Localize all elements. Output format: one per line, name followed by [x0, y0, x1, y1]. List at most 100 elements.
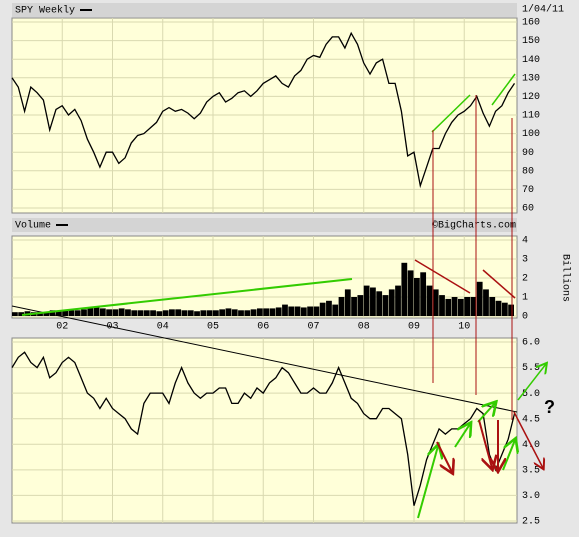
- volume-bar: [363, 285, 370, 316]
- volume-bar: [495, 300, 502, 316]
- volume-bar: [256, 308, 263, 316]
- volume-bar: [263, 308, 270, 316]
- volume-bar: [451, 297, 458, 316]
- y-tick-label: 4: [522, 236, 528, 247]
- y-tick-label: 80: [522, 166, 534, 177]
- series-name: Volume: [15, 220, 51, 232]
- volume-bar: [175, 309, 182, 316]
- volume-bar: [344, 289, 351, 316]
- arrow: [454, 424, 470, 448]
- volume-bar: [18, 312, 25, 316]
- volume-bar: [187, 310, 194, 316]
- trend-line: [491, 73, 516, 106]
- volume-bar: [225, 308, 232, 316]
- volume-bar: [269, 308, 276, 316]
- volume-bar: [288, 306, 295, 316]
- volume-bar: [137, 310, 144, 316]
- volume-bar: [432, 289, 439, 316]
- y-tick-label: 110: [522, 111, 540, 122]
- trend-line: [482, 269, 516, 299]
- volume-bar: [219, 309, 226, 316]
- x-tick-label: 02: [56, 322, 68, 333]
- y-tick-label: 60: [522, 204, 534, 215]
- source-label: ©BigCharts.com: [432, 220, 516, 232]
- y-tick-label: 0: [522, 312, 528, 323]
- volume-bar: [244, 310, 251, 316]
- volume-bar: [37, 312, 43, 316]
- volume-bar: [294, 306, 301, 316]
- volume-bar: [420, 272, 427, 316]
- y-tick-label: 2.5: [522, 517, 540, 528]
- volume-bar: [125, 309, 131, 316]
- y-tick-label: 3: [522, 255, 528, 266]
- volume-bar: [457, 298, 464, 316]
- y-tick-label: 3.0: [522, 491, 540, 502]
- y-tick-label: 90: [522, 148, 534, 159]
- volume-bar: [508, 304, 514, 316]
- y-tick-label: 5.5: [522, 363, 540, 374]
- volume-bar: [313, 306, 320, 316]
- x-tick-label: 06: [257, 322, 269, 333]
- volume-bar: [382, 295, 389, 316]
- date-label: 1/04/11: [522, 4, 564, 16]
- volume-bar: [307, 306, 313, 316]
- volume-bar: [74, 310, 81, 316]
- arrow: [477, 403, 495, 423]
- volume-bar: [388, 289, 395, 316]
- y-axis-label: Billions: [559, 254, 571, 302]
- annotations: [11, 73, 546, 519]
- volume-bar: [338, 297, 345, 316]
- y-tick-label: 4.5: [522, 414, 540, 425]
- volume-bar: [200, 310, 207, 316]
- volume-bar: [118, 308, 125, 316]
- volume-bar: [413, 278, 420, 316]
- series-name: SPY Weekly: [15, 5, 75, 17]
- volume-bar: [162, 310, 169, 316]
- volume-bar: [169, 309, 175, 316]
- annotation: ?: [544, 397, 555, 417]
- arrow: [478, 419, 492, 468]
- volume-bar: [150, 310, 156, 316]
- volume-bar: [49, 310, 56, 316]
- volume-bar: [181, 310, 188, 316]
- volume-bar: [407, 270, 414, 316]
- volume-bar: [370, 287, 376, 316]
- trend-line: [11, 305, 518, 413]
- volume-bar: [326, 300, 332, 316]
- volume-bar: [401, 262, 408, 316]
- volume-bar: [357, 295, 364, 316]
- x-tick-label: 05: [207, 322, 219, 333]
- volume-bar: [156, 311, 163, 316]
- x-tick-label: 04: [157, 322, 169, 333]
- volume-bar: [43, 312, 50, 316]
- volume-bar: [445, 298, 452, 316]
- y-tick-label: 150: [522, 36, 540, 47]
- y-tick-label: 140: [522, 55, 540, 66]
- arrow: [417, 446, 438, 519]
- volume-bar: [143, 310, 150, 316]
- y-tick-label: 1: [522, 293, 528, 304]
- volume-bar: [282, 304, 288, 316]
- price-line: [11, 31, 516, 189]
- panels: 60 70 80 90 100 110 120 130 140 150 160 0 1 2 3 4 2.5 3.0…: [11, 17, 540, 528]
- volume-bar: [68, 310, 75, 316]
- volume-bar: [87, 307, 94, 316]
- x-tick-label: 09: [408, 322, 420, 333]
- volume-bar: [470, 297, 477, 316]
- volume-bar: [483, 289, 489, 316]
- trend-line: [21, 278, 353, 316]
- volume-bar: [81, 309, 87, 316]
- y-tick-label: 70: [522, 185, 534, 196]
- y-tick-label: 3.5: [522, 465, 540, 476]
- volume-bar: [351, 297, 357, 316]
- header-strip: [12, 218, 517, 232]
- volume-bar: [476, 281, 483, 316]
- volume-bar: [55, 311, 62, 316]
- trend-line: [431, 94, 471, 133]
- volume-bar: [275, 307, 282, 316]
- volume-bar: [376, 291, 383, 316]
- header-strip: [12, 3, 517, 17]
- volume-bar: [501, 302, 508, 316]
- y-tick-label: 120: [522, 92, 540, 103]
